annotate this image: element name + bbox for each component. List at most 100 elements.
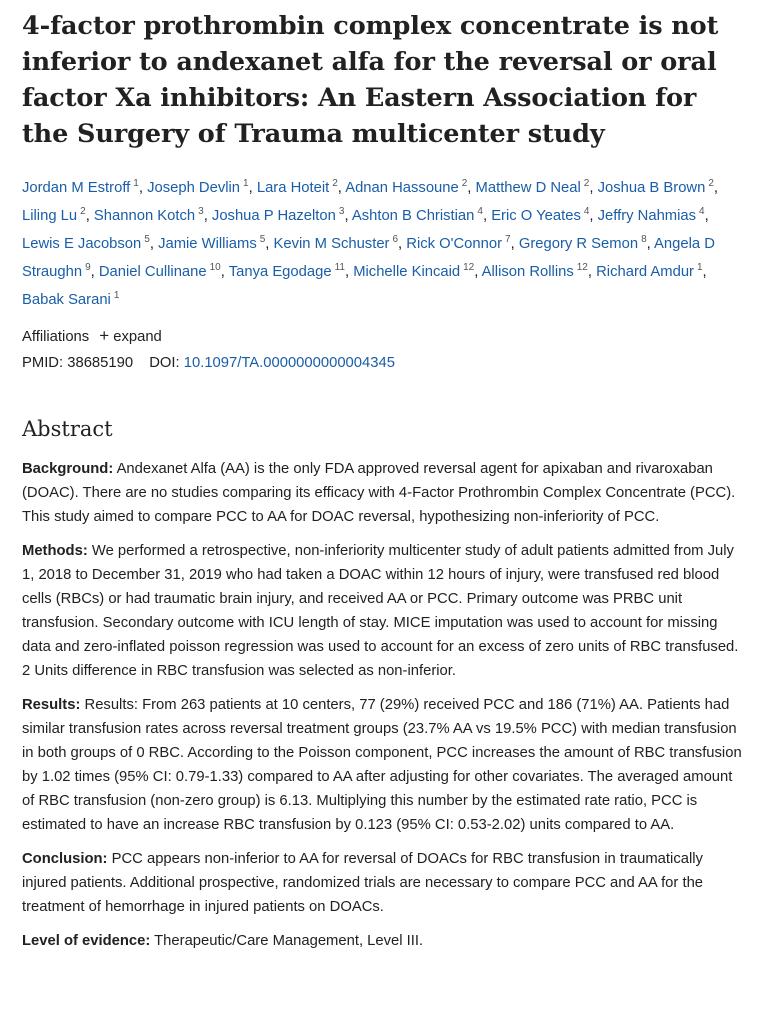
author-affiliation-number[interactable]: 4 bbox=[583, 206, 590, 217]
affiliations-row: Affiliations + expand bbox=[22, 326, 743, 347]
author-separator: , bbox=[713, 180, 719, 196]
author-affiliation-number[interactable]: 2 bbox=[461, 178, 468, 189]
author-name: Liling Lu bbox=[22, 208, 78, 224]
author-separator: , bbox=[482, 208, 492, 224]
author-affiliation-number[interactable]: 3 bbox=[338, 206, 345, 217]
author-affiliation-number[interactable]: 1 bbox=[113, 290, 120, 301]
doi-label: DOI: bbox=[149, 355, 180, 371]
author-name: Babak Sarani bbox=[22, 292, 111, 308]
author-affiliation-number[interactable]: 1 bbox=[243, 178, 249, 189]
author-link[interactable]: Daniel Cullinane 10 bbox=[99, 262, 221, 280]
author-affiliation-number[interactable]: 4 bbox=[699, 206, 705, 217]
author-name: Matthew D Neal bbox=[475, 180, 581, 196]
author-name: Joshua B Brown bbox=[597, 180, 706, 196]
author-affiliation-number[interactable]: 4 bbox=[477, 206, 483, 217]
author-affiliation-number[interactable]: 1 bbox=[696, 262, 703, 273]
author-affiliation-number[interactable]: 5 bbox=[259, 234, 266, 245]
pmid-value: 38685190 bbox=[67, 355, 134, 371]
author-link[interactable]: Matthew D Neal 2 bbox=[475, 178, 590, 196]
author-affiliation-number[interactable]: 5 bbox=[144, 234, 150, 245]
section-label: Level of evidence: bbox=[22, 933, 151, 949]
author-name: Adnan Hassoune bbox=[345, 180, 459, 196]
author-link[interactable]: Kevin M Schuster 6 bbox=[274, 234, 399, 252]
author-link[interactable]: Babak Sarani 1 bbox=[22, 290, 120, 308]
author-link[interactable]: Michelle Kincaid 12 bbox=[353, 262, 475, 280]
author-affiliation-number[interactable]: 2 bbox=[583, 178, 590, 189]
author-link[interactable]: Lewis E Jacobson 5 bbox=[22, 234, 150, 252]
author-separator: , bbox=[337, 180, 346, 196]
author-separator: , bbox=[149, 236, 159, 252]
affiliations-label: Affiliations bbox=[22, 329, 90, 345]
doi-link[interactable]: 10.1097/TA.0000000000004345 bbox=[183, 355, 395, 371]
author-affiliation-number[interactable]: 9 bbox=[85, 262, 91, 273]
author-separator: , bbox=[138, 180, 148, 196]
abstract-heading: Abstract bbox=[22, 417, 113, 441]
author-link[interactable]: Joseph Devlin 1 bbox=[147, 178, 249, 196]
section-label: Methods: bbox=[22, 543, 88, 559]
author-name: Ashton B Christian bbox=[351, 208, 475, 224]
author-separator: , bbox=[344, 264, 354, 280]
author-link[interactable]: Jeffry Nahmias 4 bbox=[598, 206, 705, 224]
author-link[interactable]: Allison Rollins 12 bbox=[482, 262, 588, 280]
author-affiliation-number[interactable]: 10 bbox=[209, 262, 221, 273]
author-separator: , bbox=[589, 180, 598, 196]
author-name: Joseph Devlin bbox=[147, 180, 241, 196]
section-label: Results: bbox=[22, 697, 81, 713]
author-link[interactable]: Jordan M Estroff 1 bbox=[22, 178, 139, 196]
author-affiliation-number[interactable]: 12 bbox=[576, 262, 588, 273]
author-separator: , bbox=[704, 208, 709, 224]
author-link[interactable]: Ashton B Christian 4 bbox=[351, 206, 483, 224]
section-text: Andexanet Alfa (AA) is the only FDA appr… bbox=[22, 461, 736, 525]
author-link[interactable]: Joshua P Hazelton 3 bbox=[212, 206, 345, 224]
author-link[interactable]: Adnan Hassoune 2 bbox=[345, 178, 468, 196]
author-link[interactable]: Lara Hoteit 2 bbox=[257, 178, 338, 196]
author-link[interactable]: Richard Amdur 1 bbox=[596, 262, 703, 280]
author-affiliation-number[interactable]: 2 bbox=[80, 206, 86, 217]
author-separator: , bbox=[702, 264, 707, 280]
author-link[interactable]: Tanya Egodage 11 bbox=[229, 262, 345, 280]
author-link[interactable]: Joshua B Brown 2 bbox=[597, 178, 714, 196]
author-separator: , bbox=[398, 236, 407, 252]
article-title: 4-factor prothrombin complex concentrate… bbox=[22, 11, 719, 149]
expand-affiliations-button[interactable]: + expand bbox=[99, 326, 162, 345]
author-affiliation-number[interactable]: 7 bbox=[505, 234, 511, 245]
expand-label: expand bbox=[113, 329, 162, 345]
abstract-results: Results: Results: From 263 patients at 1… bbox=[22, 693, 743, 837]
author-separator: , bbox=[248, 180, 257, 196]
author-name: Gregory R Semon bbox=[518, 236, 639, 252]
author-separator: , bbox=[344, 208, 352, 224]
author-affiliation-number[interactable]: 6 bbox=[392, 234, 399, 245]
author-separator: , bbox=[90, 264, 99, 280]
author-separator: , bbox=[474, 264, 482, 280]
abstract-body: Background: Andexanet Alfa (AA) is the o… bbox=[22, 457, 743, 953]
abstract-level-of-evidence: Level of evidence: Therapeutic/Care Mana… bbox=[22, 929, 743, 953]
author-link[interactable]: Jamie Williams 5 bbox=[158, 234, 266, 252]
author-link[interactable]: Gregory R Semon 8 bbox=[518, 234, 647, 252]
author-separator: , bbox=[203, 208, 212, 224]
author-separator: , bbox=[587, 264, 597, 280]
author-name: Lewis E Jacobson bbox=[22, 236, 142, 252]
author-affiliation-number[interactable]: 3 bbox=[198, 206, 204, 217]
abstract-conclusion: Conclusion: PCC appears non-inferior to … bbox=[22, 847, 743, 919]
plus-icon: + bbox=[99, 326, 110, 345]
author-affiliation-number[interactable]: 2 bbox=[708, 178, 714, 189]
author-affiliation-number[interactable]: 8 bbox=[641, 234, 647, 245]
section-text: We performed a retrospective, non-inferi… bbox=[22, 543, 739, 679]
author-name: Rick O'Connor bbox=[406, 236, 503, 252]
author-affiliation-number[interactable]: 12 bbox=[463, 262, 475, 273]
identifiers-row: PMID: 38685190 DOI: 10.1097/TA.000000000… bbox=[22, 353, 743, 373]
author-separator: , bbox=[589, 208, 598, 224]
author-separator: , bbox=[220, 264, 229, 280]
section-label: Background: bbox=[22, 461, 114, 477]
author-link[interactable]: Rick O'Connor 7 bbox=[406, 234, 511, 252]
author-link[interactable]: Angela D Straughn 9 bbox=[22, 236, 715, 280]
author-separator: , bbox=[85, 208, 94, 224]
author-affiliation-number[interactable]: 2 bbox=[332, 178, 338, 189]
author-link[interactable]: Shannon Kotch 3 bbox=[93, 206, 204, 224]
author-name: Shannon Kotch bbox=[93, 208, 196, 224]
author-affiliation-number[interactable]: 11 bbox=[334, 262, 345, 273]
section-label: Conclusion: bbox=[22, 851, 108, 867]
author-link[interactable]: Eric O Yeates 4 bbox=[491, 206, 590, 224]
author-link[interactable]: Liling Lu 2 bbox=[22, 206, 86, 224]
author-affiliation-number[interactable]: 1 bbox=[133, 178, 139, 189]
